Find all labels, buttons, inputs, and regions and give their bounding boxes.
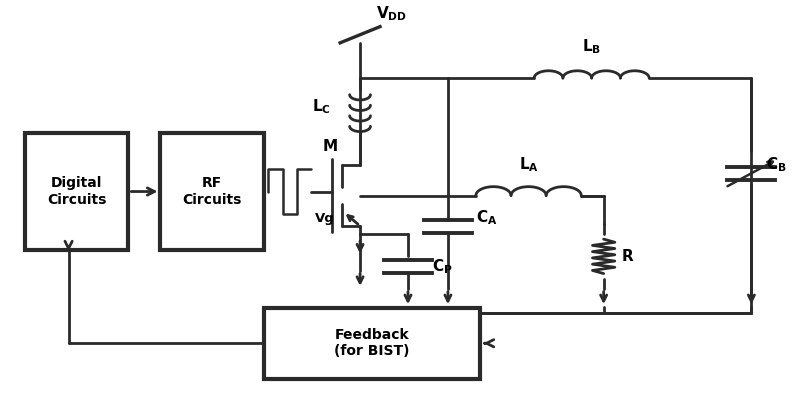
Text: $\mathbf{L_B}$: $\mathbf{L_B}$ bbox=[582, 38, 602, 56]
Text: $\mathbf{C_B}$: $\mathbf{C_B}$ bbox=[766, 155, 786, 174]
Text: Vg: Vg bbox=[315, 212, 335, 225]
Text: $\mathbf{C_P}$: $\mathbf{C_P}$ bbox=[432, 257, 453, 276]
FancyBboxPatch shape bbox=[161, 133, 264, 250]
Text: M: M bbox=[322, 139, 338, 154]
Text: Digital
Circuits: Digital Circuits bbox=[47, 176, 106, 207]
Text: $\mathbf{L_C}$: $\mathbf{L_C}$ bbox=[312, 97, 331, 116]
Text: $\mathbf{R}$: $\mathbf{R}$ bbox=[622, 248, 634, 264]
Text: RF
Circuits: RF Circuits bbox=[182, 176, 242, 207]
Text: $\mathbf{L_A}$: $\mathbf{L_A}$ bbox=[518, 155, 538, 174]
Text: $\mathbf{V_{DD}}$: $\mathbf{V_{DD}}$ bbox=[376, 5, 407, 23]
FancyBboxPatch shape bbox=[264, 308, 480, 379]
Text: Feedback
(for BIST): Feedback (for BIST) bbox=[334, 328, 410, 358]
FancyBboxPatch shape bbox=[25, 133, 129, 250]
Text: $\mathbf{C_A}$: $\mathbf{C_A}$ bbox=[476, 208, 498, 227]
